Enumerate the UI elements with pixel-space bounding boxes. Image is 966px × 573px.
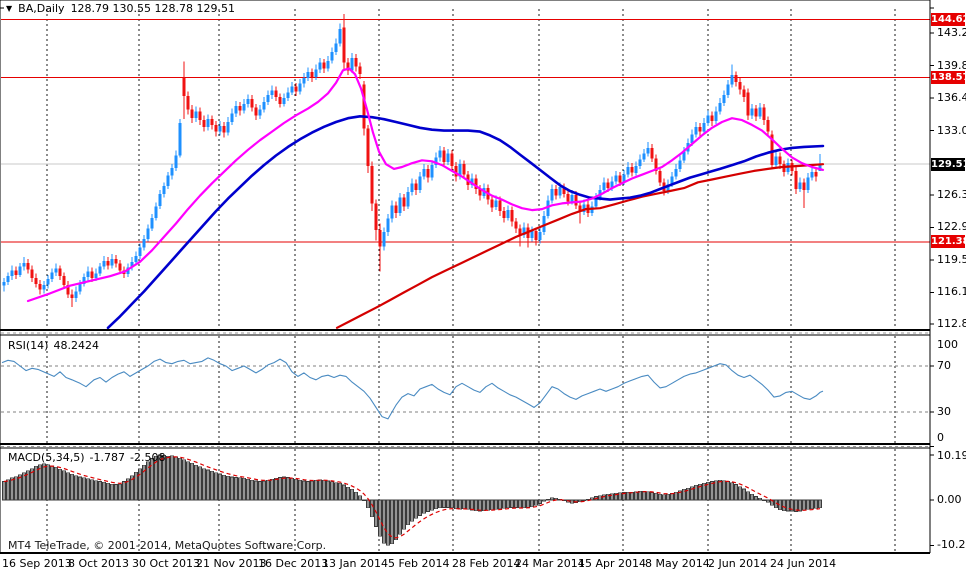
chart-title-bar: ▼ BA,Daily 128.79 130.55 128.78 129.51 (6, 2, 235, 15)
date-axis-label[interactable]: 8 Oct 2013 (68, 557, 130, 570)
macd-current-value: -1.787 (89, 451, 126, 464)
date-axis-label[interactable]: 13 Jan 2014 (322, 557, 388, 570)
macd-axis-tick: 0.00 (937, 493, 962, 506)
macd-indicator-label: MACD(5,34,5) -1.787 -2.508 (8, 451, 165, 464)
date-axis-label[interactable]: 28 Feb 2014 (452, 557, 521, 570)
hline-price-badge: 121.38 (931, 235, 966, 249)
rsi-name: RSI(14) (8, 339, 49, 352)
symbol-dropdown-icon[interactable]: ▼ (6, 4, 13, 13)
date-axis-label[interactable]: 15 Apr 2014 (578, 557, 647, 570)
ohlc-values: 128.79 130.55 128.78 129.51 (70, 2, 236, 15)
price-axis-tick: 119.50 (937, 252, 966, 266)
date-axis-label[interactable]: 16 Sep 2013 (2, 557, 72, 570)
date-axis-label[interactable]: 2 Jun 2014 (708, 557, 768, 570)
price-axis-tick: 133.00 (937, 123, 966, 137)
rsi-axis-tick: 100 (937, 338, 958, 351)
price-axis-tick: 136.40 (937, 91, 966, 105)
rsi-axis-tick: 70 (937, 359, 951, 372)
rsi-axis-tick: 0 (937, 431, 944, 444)
price-axis-tick: 139.80 (937, 58, 966, 72)
rsi-current-value: 48.2424 (53, 339, 99, 352)
date-axis-label[interactable]: 16 Dec 2013 (258, 557, 329, 570)
date-axis-label[interactable]: 24 Jun 2014 (770, 557, 837, 570)
current-price-badge: 129.51 (931, 157, 966, 171)
date-axis-label[interactable]: 21 Nov 2013 (196, 557, 267, 570)
copyright-text: MT4 TeleTrade, © 2001-2014, MetaQuotes S… (8, 539, 327, 552)
date-axis-label[interactable]: 24 Mar 2014 (515, 557, 585, 570)
hline-price-badge: 144.62 (931, 12, 966, 26)
price-axis-tick: 126.30 (937, 187, 966, 201)
date-axis-label[interactable]: 30 Oct 2013 (132, 557, 201, 570)
price-axis-tick: 112.80 (937, 317, 966, 331)
rsi-indicator-label: RSI(14) 48.2424 (8, 339, 99, 352)
macd-name: MACD(5,34,5) (8, 451, 85, 464)
hline-price-badge: 138.57 (931, 70, 966, 84)
rsi-axis-tick: 30 (937, 405, 951, 418)
date-axis-label[interactable]: 8 May 2014 (645, 557, 710, 570)
price-axis-tick: 143.20 (937, 26, 966, 39)
price-axis-tick: 116.10 (937, 285, 966, 299)
date-axis-label[interactable]: 5 Feb 2014 (388, 557, 450, 570)
symbol-timeframe-label: BA,Daily (18, 2, 65, 15)
macd-signal-value: -2.508 (130, 451, 166, 464)
macd-axis-tick: 10.191 (937, 449, 966, 462)
price-axis-tick: 122.90 (937, 220, 966, 234)
macd-axis-tick: -10.262 (937, 538, 966, 552)
